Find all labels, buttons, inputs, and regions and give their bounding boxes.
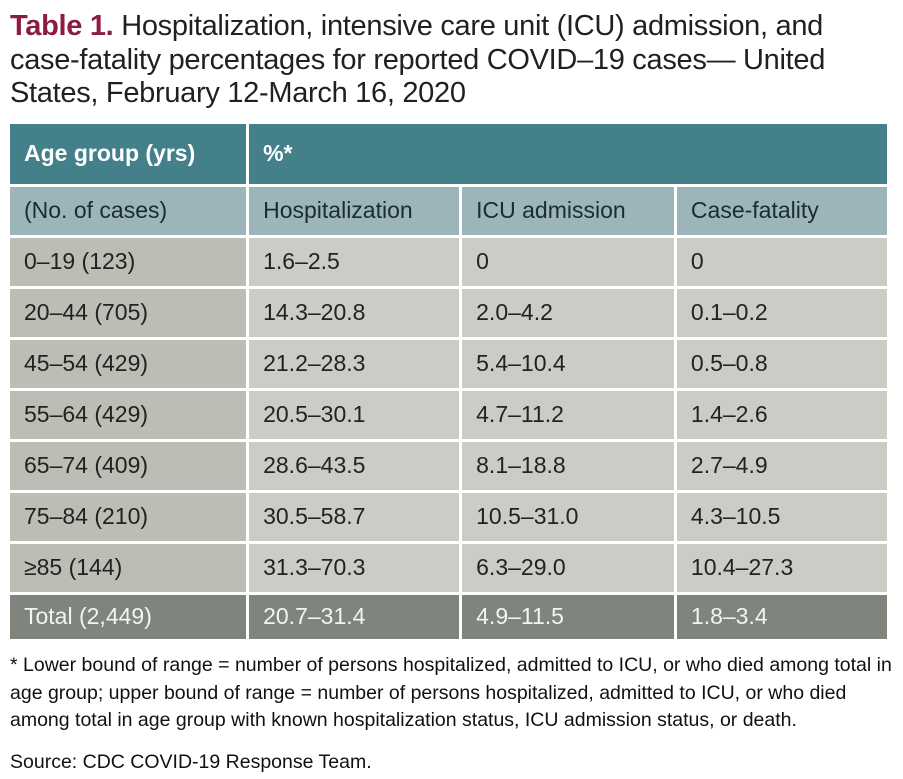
case-fatality-cell: 1.4–2.6: [676, 390, 887, 439]
header-row-secondary: (No. of cases) Hospitalization ICU admis…: [10, 186, 887, 235]
total-label-cell: Total (2,449): [10, 594, 247, 639]
table-row: 75–84 (210) 30.5–58.7 10.5–31.0 4.3–10.5: [10, 492, 887, 541]
table-row: 55–64 (429) 20.5–30.1 4.7–11.2 1.4–2.6: [10, 390, 887, 439]
table-row: 20–44 (705) 14.3–20.8 2.0–4.2 0.1–0.2: [10, 288, 887, 337]
icu-admission-cell: 2.0–4.2: [462, 288, 674, 337]
age-group-cell: 65–74 (409): [10, 441, 247, 490]
icu-admission-cell: 8.1–18.8: [462, 441, 674, 490]
hospitalization-cell: 21.2–28.3: [249, 339, 460, 388]
age-group-cell: ≥85 (144): [10, 543, 247, 592]
icu-admission-cell: 10.5–31.0: [462, 492, 674, 541]
age-group-cell: 0–19 (123): [10, 237, 247, 286]
case-fatality-cell: 4.3–10.5: [676, 492, 887, 541]
table-title: Table 1. Hospitalization, intensive care…: [10, 10, 895, 111]
table-row: 0–19 (123) 1.6–2.5 0 0: [10, 237, 887, 286]
header-icu-admission: ICU admission: [462, 186, 674, 235]
hospitalization-cell: 31.3–70.3: [249, 543, 460, 592]
hospitalization-cell: 30.5–58.7: [249, 492, 460, 541]
header-no-of-cases: (No. of cases): [10, 186, 247, 235]
hospitalization-cell: 14.3–20.8: [249, 288, 460, 337]
total-hospitalization-cell: 20.7–31.4: [249, 594, 460, 639]
case-fatality-cell: 0: [676, 237, 887, 286]
table-title-text: Hospitalization, intensive care unit (IC…: [10, 10, 826, 110]
case-fatality-cell: 2.7–4.9: [676, 441, 887, 490]
age-group-cell: 20–44 (705): [10, 288, 247, 337]
hospitalization-cell: 1.6–2.5: [249, 237, 460, 286]
covid-statistics-table: Age group (yrs) %* (No. of cases) Hospit…: [7, 121, 890, 642]
case-fatality-cell: 0.5–0.8: [676, 339, 887, 388]
footnote-text: * Lower bound of range = number of perso…: [10, 653, 892, 732]
icu-admission-cell: 6.3–29.0: [462, 543, 674, 592]
header-case-fatality: Case-fatality: [676, 186, 887, 235]
hospitalization-cell: 20.5–30.1: [249, 390, 460, 439]
age-group-cell: 55–64 (429): [10, 390, 247, 439]
table-row: 65–74 (409) 28.6–43.5 8.1–18.8 2.7–4.9: [10, 441, 887, 490]
table-row: 45–54 (429) 21.2–28.3 5.4–10.4 0.5–0.8: [10, 339, 887, 388]
table-row: ≥85 (144) 31.3–70.3 6.3–29.0 10.4–27.3: [10, 543, 887, 592]
total-case-fatality-cell: 1.8–3.4: [676, 594, 887, 639]
header-row-primary: Age group (yrs) %*: [10, 123, 887, 184]
total-row: Total (2,449) 20.7–31.4 4.9–11.5 1.8–3.4: [10, 594, 887, 639]
table-number-label: Table 1.: [10, 10, 114, 42]
age-group-cell: 45–54 (429): [10, 339, 247, 388]
case-fatality-cell: 10.4–27.3: [676, 543, 887, 592]
hospitalization-cell: 28.6–43.5: [249, 441, 460, 490]
icu-admission-cell: 4.7–11.2: [462, 390, 674, 439]
header-hospitalization: Hospitalization: [249, 186, 460, 235]
header-age-group: Age group (yrs): [10, 123, 247, 184]
header-percent: %*: [249, 123, 887, 184]
case-fatality-cell: 0.1–0.2: [676, 288, 887, 337]
icu-admission-cell: 5.4–10.4: [462, 339, 674, 388]
age-group-cell: 75–84 (210): [10, 492, 247, 541]
source-text: Source: CDC COVID-19 Response Team.: [10, 750, 372, 773]
total-icu-admission-cell: 4.9–11.5: [462, 594, 674, 639]
icu-admission-cell: 0: [462, 237, 674, 286]
